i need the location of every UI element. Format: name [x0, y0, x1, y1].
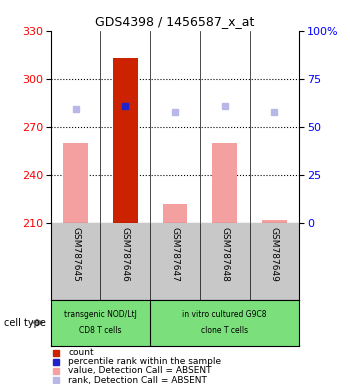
Bar — [113, 58, 138, 223]
Text: value, Detection Call = ABSENT: value, Detection Call = ABSENT — [68, 366, 212, 376]
Text: GSM787647: GSM787647 — [170, 227, 180, 281]
Text: GSM787646: GSM787646 — [121, 227, 130, 281]
Text: GSM787645: GSM787645 — [71, 227, 80, 281]
Bar — [63, 143, 88, 223]
Text: count: count — [68, 348, 94, 358]
Text: percentile rank within the sample: percentile rank within the sample — [68, 358, 221, 366]
Bar — [212, 143, 237, 223]
Title: GDS4398 / 1456587_x_at: GDS4398 / 1456587_x_at — [95, 15, 255, 28]
Text: GSM787648: GSM787648 — [220, 227, 229, 281]
Text: GSM787649: GSM787649 — [270, 227, 279, 281]
Bar — [262, 220, 287, 223]
Text: transgenic NOD/LtJ: transgenic NOD/LtJ — [64, 310, 137, 319]
Text: CD8 T cells: CD8 T cells — [79, 326, 122, 335]
Text: clone T cells: clone T cells — [201, 326, 248, 335]
Bar — [162, 204, 188, 223]
Text: in vitro cultured G9C8: in vitro cultured G9C8 — [182, 310, 267, 319]
Text: cell type: cell type — [4, 318, 46, 328]
Text: rank, Detection Call = ABSENT: rank, Detection Call = ABSENT — [68, 376, 207, 384]
